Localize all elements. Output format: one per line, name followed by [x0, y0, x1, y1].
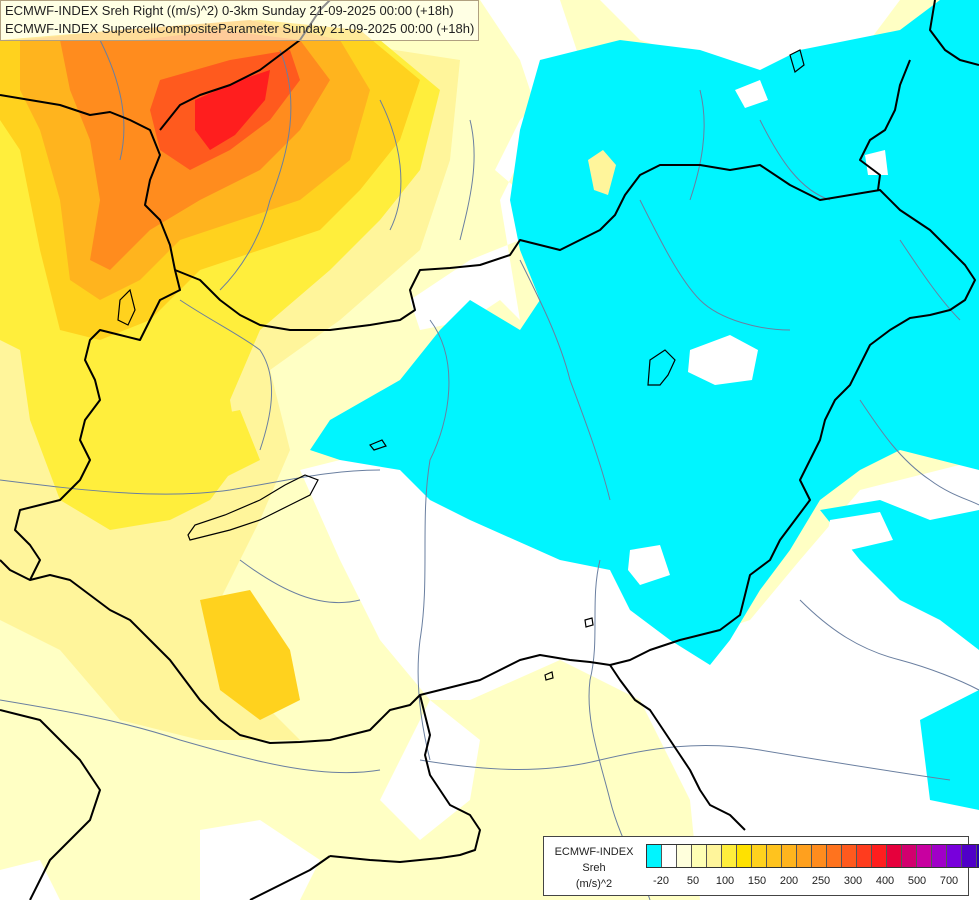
legend-tick-label: 250 [811, 875, 831, 887]
legend-tick-label: 200 [779, 875, 799, 887]
legend-swatch [857, 845, 872, 867]
legend-swatch [737, 845, 752, 867]
legend-swatch [902, 845, 917, 867]
legend-swatch [722, 845, 737, 867]
legend-unit: (m/s)^2 [575, 878, 613, 890]
orange-regions [0, 20, 420, 340]
legend-swatch [782, 845, 797, 867]
map-title-line-2: ECMWF-INDEX SupercellCompositeParameter … [5, 21, 475, 36]
legend-swatch [707, 845, 722, 867]
legend-colorbar [646, 844, 979, 868]
legend-swatch [752, 845, 767, 867]
legend-swatch [842, 845, 857, 867]
lakes [117, 49, 805, 681]
cyan-holes [588, 80, 893, 585]
legend-variable: Sreh [582, 862, 606, 874]
legend: ECMWF-INDEX Sreh (m/s)^2 -20 50 100 150 200 2… [543, 836, 979, 896]
legend-title: ECMWF-INDEX [554, 846, 634, 858]
legend-swatch [887, 845, 902, 867]
legend-swatch [662, 845, 677, 867]
legend-tick-label: 150 [747, 875, 767, 887]
legend-swatch [647, 845, 662, 867]
legend-tick-label: 50 [686, 875, 700, 887]
legend-tick-label: 100 [715, 875, 735, 887]
cyan-regions [310, 0, 979, 810]
legend-swatch [692, 845, 707, 867]
map-title-line-1: ECMWF-INDEX Sreh Right ((m/s)^2) 0-3km S… [5, 3, 454, 18]
map-title-box: ECMWF-INDEX Sreh Right ((m/s)^2) 0-3km S… [0, 0, 480, 41]
legend-swatch [977, 845, 979, 867]
legend-swatch [947, 845, 962, 867]
legend-swatch [767, 845, 782, 867]
legend-tick-label: 700 [939, 875, 959, 887]
legend-tick-label: -20 [653, 875, 669, 887]
legend-swatch [962, 845, 977, 867]
legend-swatch [827, 845, 842, 867]
legend-swatch [797, 845, 812, 867]
legend-swatch [872, 845, 887, 867]
legend-swatch [932, 845, 947, 867]
legend-swatch [917, 845, 932, 867]
legend-tick-label: 400 [875, 875, 895, 887]
legend-tick-label: 500 [907, 875, 927, 887]
legend-swatch [812, 845, 827, 867]
legend-tick-label: 300 [843, 875, 863, 887]
legend-swatch [677, 845, 692, 867]
